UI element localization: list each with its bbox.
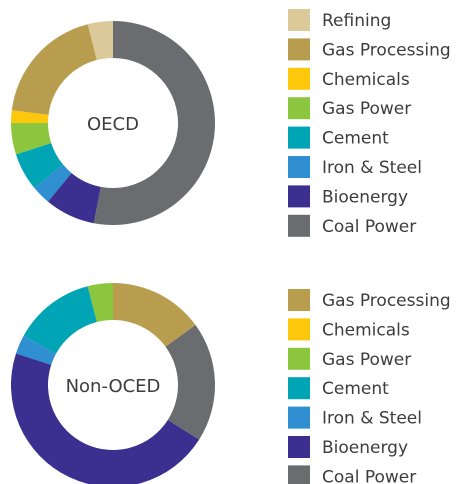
- center-label: OECD: [87, 114, 139, 135]
- legend-label: Gas Power: [322, 99, 411, 119]
- legend-label: Gas Power: [322, 350, 411, 370]
- legend-swatch: [288, 156, 310, 178]
- legend-label: Refining: [322, 11, 391, 31]
- center-label: Non-OCED: [66, 376, 161, 397]
- legend-label: Coal Power: [322, 217, 416, 237]
- legend-swatch: [288, 97, 310, 120]
- legend-swatch: [288, 406, 310, 429]
- slice: [47, 173, 101, 224]
- slice: [34, 164, 72, 202]
- legend-swatch: [288, 9, 310, 31]
- legend-swatch: [288, 465, 310, 484]
- slice: [15, 335, 57, 365]
- slice: [11, 110, 49, 123]
- slice: [87, 283, 113, 323]
- legend-swatch: [288, 377, 310, 400]
- slice: [113, 283, 196, 347]
- legend-label: Iron & Steel: [322, 158, 422, 178]
- legend-label: Gas Processing: [322, 291, 451, 311]
- legend-label: Bioenergy: [322, 438, 408, 458]
- legend-swatch: [288, 67, 310, 90]
- legend-label: Coal Power: [322, 467, 416, 484]
- slice: [11, 123, 52, 155]
- legend-label: Cement: [322, 129, 389, 149]
- legend-swatch: [288, 318, 310, 341]
- legend-label: Chemicals: [322, 320, 410, 340]
- legend-swatch: [288, 347, 310, 370]
- legend-label: Gas Processing: [322, 40, 451, 60]
- legend-label: Chemicals: [322, 70, 410, 90]
- slice: [23, 286, 97, 354]
- legend-label: Iron & Steel: [322, 409, 422, 429]
- slice: [11, 24, 97, 115]
- legend-swatch: [288, 289, 310, 311]
- legend-swatch: [288, 436, 310, 458]
- legend-swatch: [288, 38, 310, 61]
- slice: [87, 21, 113, 61]
- slice: [93, 21, 215, 225]
- legend-label: Cement: [322, 379, 389, 399]
- legend-swatch: [288, 214, 310, 237]
- legend-swatch: [288, 185, 310, 208]
- slice: [11, 353, 200, 484]
- legend-swatch: [288, 126, 310, 149]
- slice: [165, 325, 215, 440]
- legend-label: Bioenergy: [322, 187, 408, 207]
- slice: [15, 143, 63, 189]
